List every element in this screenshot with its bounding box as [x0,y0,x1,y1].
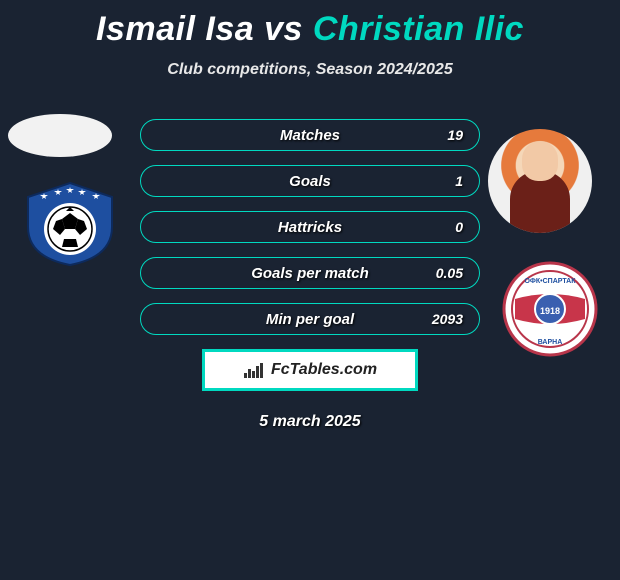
player2-name: Christian Ilic [313,10,524,48]
player2-avatar [488,129,592,233]
player1-name: Ismail Isa [96,10,254,48]
svg-text:ВАРНА: ВАРНА [538,339,563,346]
stat-right-value: 0.05 [423,265,463,281]
stat-right-value: 19 [423,127,463,143]
comparison-content: 1918 ОФК•СПАРТАК ВАРНА Matches 19 Goals … [0,119,620,431]
stat-right-value: 0 [423,219,463,235]
brand-text: FcTables.com [271,361,377,379]
stat-row-goals-per-match: Goals per match 0.05 [140,257,480,289]
brand-box: FcTables.com [202,349,418,391]
date-text: 5 march 2025 [0,413,620,431]
subtitle: Club competitions, Season 2024/2025 [0,61,620,79]
stat-right-value: 1 [423,173,463,189]
player2-club-crest: 1918 ОФК•СПАРТАК ВАРНА [500,259,600,359]
player1-avatar [8,114,112,157]
stat-right-value: 2093 [423,311,463,327]
stat-row-hattricks: Hattricks 0 [140,211,480,243]
vs-text: vs [264,10,303,48]
page-title: Ismail Isa vs Christian Ilic [0,0,620,49]
player1-club-crest [20,179,120,267]
stat-row-goals: Goals 1 [140,165,480,197]
bars-icon [243,361,265,379]
svg-text:1918: 1918 [540,306,560,316]
stat-rows: Matches 19 Goals 1 Hattricks 0 Goals per… [140,119,480,335]
stat-row-matches: Matches 19 [140,119,480,151]
stat-row-min-per-goal: Min per goal 2093 [140,303,480,335]
svg-text:ОФК•СПАРТАК: ОФК•СПАРТАК [524,278,576,285]
